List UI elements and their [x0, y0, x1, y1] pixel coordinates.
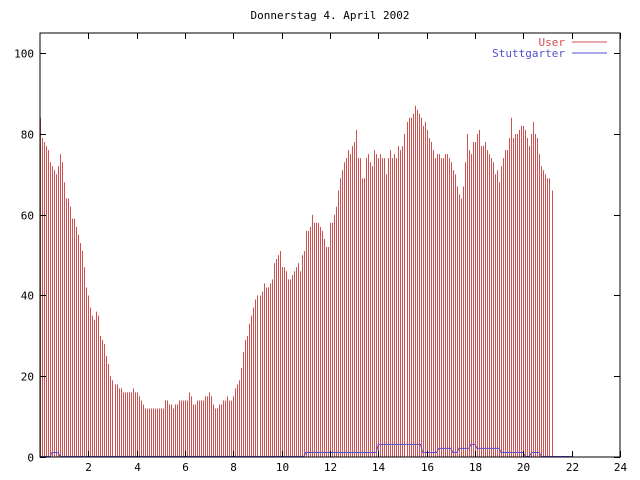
x-tick-label: 8	[230, 461, 237, 474]
y-tick-label: 20	[21, 371, 34, 384]
x-tick-label: 14	[372, 461, 386, 474]
x-tick-label: 22	[566, 461, 579, 474]
x-tick-label: 20	[517, 461, 530, 474]
y-tick-label: 60	[21, 210, 34, 223]
x-tick-label: 10	[276, 461, 289, 474]
legend-label-user: User	[539, 36, 566, 49]
user-bars	[40, 105, 553, 457]
y-tick-label: 80	[21, 129, 34, 142]
x-tick-label: 16	[421, 461, 434, 474]
y-tick-label: 0	[27, 452, 34, 465]
y-tick-label: 100	[14, 48, 34, 61]
x-tick-label: 12	[324, 461, 337, 474]
y-axis: 0 20 40 60 80 100	[14, 48, 620, 465]
y-tick-label: 40	[21, 290, 34, 303]
x-tick-label: 24	[614, 461, 628, 474]
x-axis: 2 4 6 8 10 12 14 16 18 20 22 24	[85, 33, 627, 474]
x-tick-label: 4	[134, 461, 141, 474]
x-tick-label: 2	[85, 461, 92, 474]
x-tick-label: 6	[182, 461, 189, 474]
legend-label-stuttgarter: Stuttgarter	[492, 47, 565, 60]
legend: User Stuttgarter	[492, 36, 607, 60]
chart-title: Donnerstag 4. April 2002	[251, 9, 410, 22]
x-tick-label: 18	[469, 461, 482, 474]
